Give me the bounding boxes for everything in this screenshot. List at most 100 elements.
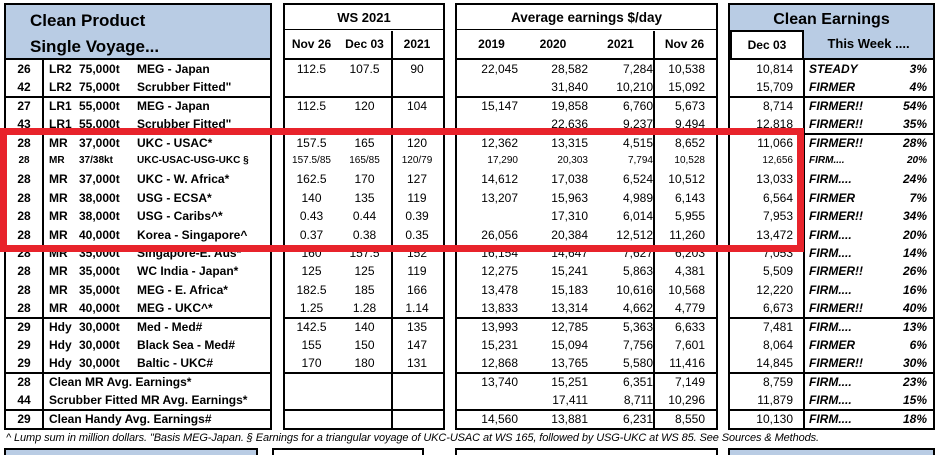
table-row: 28 MR 35,000t WC India - Japan*: [6, 262, 270, 280]
trend-label: STEADY: [809, 62, 858, 76]
trend-cell: FIRM.... 18%: [803, 410, 933, 428]
group-divider: [6, 316, 270, 319]
table-row: [285, 78, 443, 96]
table-row: 170 180 131: [285, 354, 443, 372]
trend-label: FIRM....: [809, 374, 852, 389]
header-divider: [730, 58, 933, 60]
week-change-pct: 23%: [902, 374, 927, 389]
ws-2021-value: 104: [406, 98, 428, 113]
route-name: UKC - W. Africa*: [137, 172, 230, 187]
table-row: 17,310 6,014 5,955: [457, 207, 716, 225]
route-description: MR 35,000t WC India - Japan*: [42, 262, 270, 280]
ws-left-cell: 162.5 170: [285, 170, 391, 188]
dec03-earnings-value: 7,481: [762, 319, 793, 334]
route-number: 28: [17, 282, 31, 297]
week-change-pct: 14%: [902, 246, 927, 260]
dec03-earnings-value: 13,033: [756, 172, 793, 187]
week-change-pct: 28%: [902, 135, 927, 150]
table-row: 28 MR 37,000t UKC - USAC*: [6, 134, 270, 152]
vessel-size: 37,000t: [79, 172, 120, 187]
dec03-earnings-value: 8,064: [762, 338, 793, 352]
vessel-size: 37,000t: [79, 135, 120, 150]
earn-nov26-value: 10,296: [668, 393, 705, 408]
group-divider: [730, 132, 933, 135]
ws-left-cell: 155 150: [285, 336, 391, 354]
ws-2021-value: 0.35: [405, 227, 429, 242]
group-divider: [457, 95, 716, 98]
trend-label: FIRMER: [809, 190, 855, 205]
clean-col-dec03: Dec 03: [730, 30, 804, 60]
trend-cell: FIRM.... 23%: [803, 373, 933, 391]
earn-2019-value: 17,290: [487, 155, 518, 166]
table-row: 42 LR2 75,000t Scrubber Fitted": [6, 78, 270, 96]
number-column-divider: [42, 60, 44, 428]
table-row: 10,130 FIRM.... 18%: [730, 410, 933, 428]
week-change-pct: 13%: [902, 319, 927, 334]
route-description: LR1 55,000t Scrubber Fitted": [42, 115, 270, 133]
vessel-size: 30,000t: [79, 319, 120, 334]
earn-nov26-value: 5,955: [674, 209, 705, 224]
table-row: 142.5 140 135: [285, 318, 443, 336]
ws-left-cell: 112.5 120: [285, 97, 391, 115]
trend-label: FIRMER!!: [809, 264, 863, 279]
group-divider: [730, 95, 933, 98]
table-row: 29 Hdy 30,000t Baltic - UKC#: [6, 354, 270, 372]
ws-2021-value: 119: [407, 264, 427, 279]
vessel-size: 55,000t: [79, 117, 120, 132]
ws-dec03-value: 150: [354, 338, 375, 352]
dec03-earnings-value: 8,759: [762, 374, 793, 389]
week-change-pct: 6%: [909, 338, 927, 352]
earn-nov26-value: 4,381: [674, 264, 705, 279]
dec03-earnings-value: 14,845: [756, 356, 793, 371]
table-row: 8,714 FIRMER!! 54%: [730, 97, 933, 115]
table-row: 12,362 13,315 4,515 8,652: [457, 134, 716, 152]
earn-nov26-value: 8,652: [674, 135, 705, 150]
route-description: MR 40,000t MEG - UKC^*: [42, 299, 270, 317]
table-row: 13,993 12,785 5,363 6,633: [457, 318, 716, 336]
earn-nov26-value: 11,416: [669, 356, 705, 371]
vessel-size: 30,000t: [79, 338, 120, 352]
earn-2020-value: 17,411: [552, 393, 588, 408]
vessel-size: 35,000t: [79, 264, 120, 279]
table-row: 0.43 0.44 0.39: [285, 207, 443, 225]
route-number: 28: [17, 172, 31, 187]
table-row: 43 LR1 55,000t Scrubber Fitted": [6, 115, 270, 133]
route-number: 29: [17, 338, 31, 352]
earn-2020-value: 15,251: [551, 374, 588, 389]
route-name: UKC - USAC*: [137, 135, 213, 150]
route-name: Black Sea - Med#: [137, 338, 236, 352]
earn-2021-value: 7,284: [622, 62, 653, 76]
week-change-pct: 4%: [909, 80, 927, 95]
vessel-class: MR: [49, 190, 68, 205]
dec03-earnings-value: 10,130: [756, 411, 793, 426]
ws-2021-value: 166: [406, 282, 428, 297]
dec03-earnings-value: 6,564: [762, 190, 793, 205]
table-row: 8,064 FIRMER 6%: [730, 336, 933, 354]
ws-dec03-value: 170: [354, 172, 375, 187]
ws-nov26-value: 142.5: [296, 319, 327, 334]
table-row: 28 MR 38,000t USG - ECSA*: [6, 189, 270, 207]
vessel-class: LR2: [49, 62, 72, 76]
table-row: 15,231 15,094 7,756 7,601: [457, 336, 716, 354]
ws-left-cell: 1.25 1.28: [285, 299, 391, 317]
group-divider: [457, 371, 716, 374]
trend-cell: FIRMER!! 28%: [803, 134, 933, 152]
earn-nov26-value: 7,149: [674, 374, 705, 389]
week-change-pct: 54%: [902, 98, 927, 113]
route-name: USG - ECSA*: [137, 190, 212, 205]
trend-label: FIRMER!!: [809, 356, 863, 371]
table-row: 112.5 120 104: [285, 97, 443, 115]
earn-col-2020: 2020: [539, 37, 567, 51]
group-divider: [6, 371, 270, 374]
earn-nov26-value: 5,673: [674, 98, 705, 113]
ws-dec03-value: 1.28: [352, 301, 377, 316]
table-row: 182.5 185 166: [285, 281, 443, 299]
earn-nov26-value: 10,538: [668, 62, 705, 76]
group-divider: [457, 408, 716, 411]
vessel-size: 30,000t: [79, 356, 120, 371]
ws-dec03-value: 0.44: [352, 209, 377, 224]
vessel-size: 55,000t: [79, 98, 120, 113]
header-divider: [6, 58, 270, 60]
week-change-pct: 18%: [902, 411, 927, 426]
week-change-pct: 24%: [902, 172, 927, 187]
